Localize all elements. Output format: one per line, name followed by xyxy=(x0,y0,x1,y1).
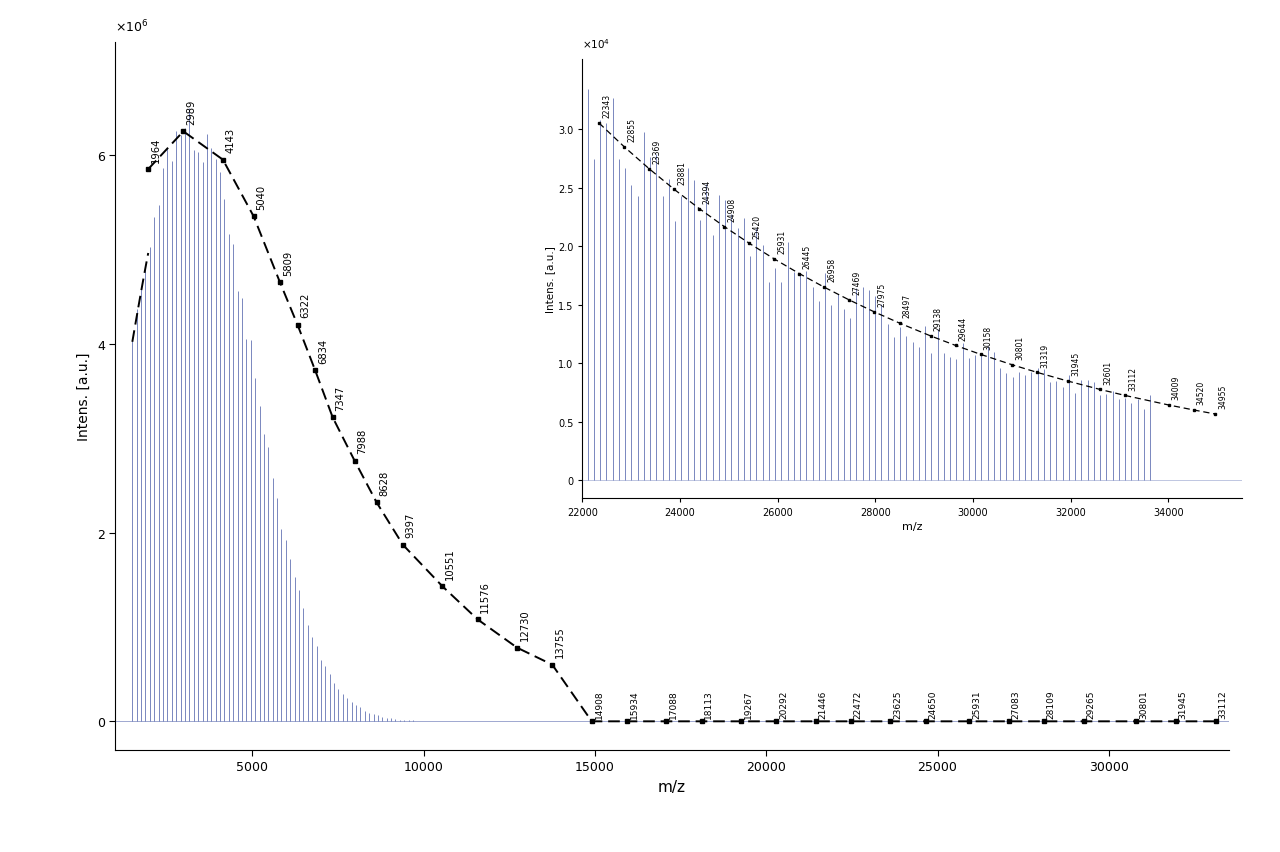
Text: 27083: 27083 xyxy=(1011,690,1020,718)
Text: 25420: 25420 xyxy=(753,214,762,239)
Text: 7988: 7988 xyxy=(357,429,367,454)
X-axis label: m/z: m/z xyxy=(658,779,686,794)
Text: 12730: 12730 xyxy=(520,609,530,641)
Text: 28497: 28497 xyxy=(902,294,911,318)
Text: 17088: 17088 xyxy=(669,690,678,718)
Text: $\times10^6$: $\times10^6$ xyxy=(115,19,148,36)
Text: 7347: 7347 xyxy=(335,385,346,411)
Text: 31945: 31945 xyxy=(1071,352,1080,376)
Text: 28109: 28109 xyxy=(1047,690,1056,718)
Y-axis label: Intens. [a.u.]: Intens. [a.u.] xyxy=(545,245,556,313)
Text: 32601: 32601 xyxy=(1103,360,1112,384)
Text: 26958: 26958 xyxy=(827,258,836,282)
Text: 26445: 26445 xyxy=(803,245,812,268)
Text: 31319: 31319 xyxy=(1041,343,1050,367)
Text: 2989: 2989 xyxy=(186,100,196,124)
Text: 1964: 1964 xyxy=(151,137,161,163)
Text: 27469: 27469 xyxy=(852,271,861,295)
Text: 21446: 21446 xyxy=(818,690,827,718)
Text: 23369: 23369 xyxy=(653,140,662,164)
Text: 25931: 25931 xyxy=(973,690,982,718)
Text: 5809: 5809 xyxy=(283,250,293,275)
Text: 30801: 30801 xyxy=(1139,690,1148,718)
Text: 31945: 31945 xyxy=(1179,690,1188,718)
Text: 22343: 22343 xyxy=(602,94,611,118)
Text: 14908: 14908 xyxy=(594,690,603,718)
Y-axis label: Intens. [a.u.]: Intens. [a.u.] xyxy=(77,352,91,440)
Text: 34520: 34520 xyxy=(1197,381,1206,405)
Text: 34009: 34009 xyxy=(1171,376,1180,400)
Text: 29265: 29265 xyxy=(1087,690,1096,718)
Text: 18113: 18113 xyxy=(704,690,713,718)
Text: 22472: 22472 xyxy=(854,690,863,718)
Text: 5040: 5040 xyxy=(256,184,266,210)
Text: 8628: 8628 xyxy=(379,470,389,495)
Text: 33112: 33112 xyxy=(1128,366,1137,390)
Text: 30801: 30801 xyxy=(1015,336,1024,360)
X-axis label: m/z: m/z xyxy=(901,521,923,532)
Text: $\times10^4$: $\times10^4$ xyxy=(582,37,611,51)
Text: 27975: 27975 xyxy=(877,282,886,307)
Text: 24908: 24908 xyxy=(727,198,736,222)
Text: 15934: 15934 xyxy=(630,690,639,718)
Text: 30158: 30158 xyxy=(984,325,993,349)
Text: 4143: 4143 xyxy=(225,128,236,153)
Text: 33112: 33112 xyxy=(1219,690,1228,718)
Text: 24650: 24650 xyxy=(928,690,937,718)
Text: 9397: 9397 xyxy=(406,512,416,538)
Text: 34955: 34955 xyxy=(1217,384,1228,409)
Text: 29138: 29138 xyxy=(934,307,943,331)
Text: 29644: 29644 xyxy=(959,316,968,340)
Text: 24394: 24394 xyxy=(703,179,712,204)
Text: 6322: 6322 xyxy=(301,292,310,318)
Text: 25931: 25931 xyxy=(777,230,786,254)
Text: 11576: 11576 xyxy=(480,580,490,612)
Text: 22855: 22855 xyxy=(627,118,636,141)
Text: 23881: 23881 xyxy=(677,160,686,184)
Text: 13755: 13755 xyxy=(556,625,564,658)
Text: 19267: 19267 xyxy=(744,690,753,718)
Text: 20292: 20292 xyxy=(780,690,788,718)
Text: 23625: 23625 xyxy=(893,690,902,718)
Text: 10551: 10551 xyxy=(445,547,456,579)
Text: 6834: 6834 xyxy=(317,338,328,363)
